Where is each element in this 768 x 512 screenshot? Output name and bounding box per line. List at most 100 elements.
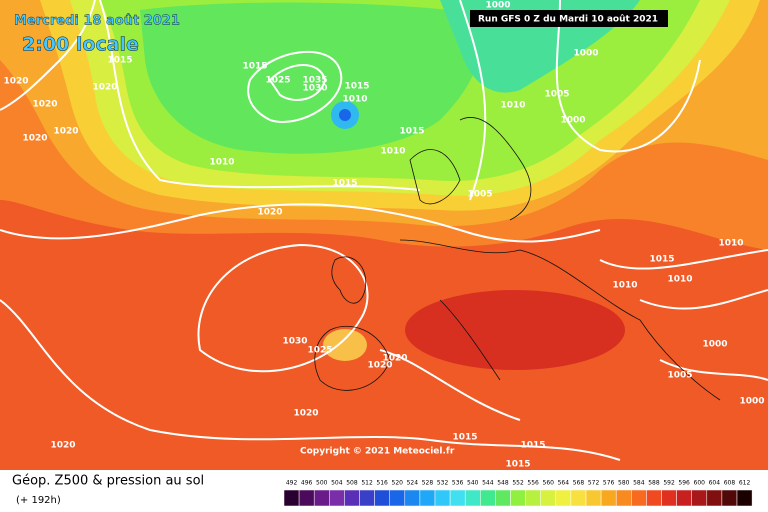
scale-label: 532 <box>437 480 449 487</box>
scale-swatch <box>313 489 330 507</box>
scale-swatch <box>615 489 632 507</box>
scale-swatch <box>525 489 541 507</box>
isobars <box>0 0 768 461</box>
scale-label: 496 <box>301 480 313 487</box>
scale-swatch <box>631 489 647 507</box>
scale-label: 560 <box>543 480 555 487</box>
scale-swatch <box>646 489 662 507</box>
isobar-label: 1015 <box>649 255 674 265</box>
isobar-label: 1020 <box>382 354 407 364</box>
scale-label: 600 <box>694 480 706 487</box>
footer-title: Géop. Z500 & pression au sol <box>12 474 204 489</box>
scale-label: 564 <box>558 480 570 487</box>
isobar-label: 1020 <box>257 208 282 218</box>
scale-swatch <box>495 489 511 507</box>
isobar-label: 1015 <box>107 56 132 66</box>
scale-swatch <box>585 489 602 507</box>
isobar-label: 1010 <box>667 275 692 285</box>
isobar-label: 1015 <box>452 433 477 443</box>
isobar-label: 1020 <box>32 100 57 110</box>
isobar-label: 1020 <box>50 441 75 451</box>
isobar-label: 1010 <box>380 147 405 157</box>
scale-swatch <box>449 489 466 507</box>
isobar-label: 1015 <box>332 179 357 189</box>
scale-swatch <box>359 489 375 507</box>
footer-lead: (+ 192h) <box>16 495 61 506</box>
isobar-label: 1015 <box>505 460 530 470</box>
scale-swatch <box>600 489 617 507</box>
scale-swatch <box>676 489 692 507</box>
isobar-label: 1010 <box>342 95 367 105</box>
scale-swatch <box>419 489 436 507</box>
header: Mercredi 18 août 2021 2:00 locale Run GF… <box>14 10 668 457</box>
isobar-label: 1025 <box>307 346 332 356</box>
isobar-label: 1015 <box>344 82 369 92</box>
scale-label: 520 <box>392 480 404 487</box>
scale-label: 524 <box>407 480 419 487</box>
run-info: Run GFS 0 Z du Mardi 10 août 2021 <box>478 15 658 25</box>
scale-swatch <box>283 489 300 507</box>
isobar-label: 1010 <box>500 101 525 111</box>
isobar-label: 1000 <box>573 49 598 59</box>
scale-swatch <box>661 489 677 507</box>
scale-label: 552 <box>512 480 524 487</box>
scale-label: 512 <box>361 480 373 487</box>
isobar-label: 1020 <box>3 77 28 87</box>
scale-label: 572 <box>588 480 600 487</box>
scale-label: 556 <box>527 480 539 487</box>
scale-label: 528 <box>422 480 434 487</box>
isobar-label: 1025 <box>265 76 290 86</box>
isobar-label: 1030 <box>302 84 327 94</box>
isobar-label: 1005 <box>544 90 569 100</box>
run-box <box>470 10 668 27</box>
isobar-label: 1000 <box>485 1 510 11</box>
scale-swatch <box>480 489 496 507</box>
scale-label: 540 <box>467 480 479 487</box>
isobar-label: 1020 <box>22 134 47 144</box>
scale-label: 584 <box>633 480 645 487</box>
isobar-label: 1015 <box>399 127 424 137</box>
scale-label: 592 <box>663 480 675 487</box>
scale-label: 576 <box>603 480 615 487</box>
scale-swatch <box>404 489 421 507</box>
isobar-label: 1020 <box>293 409 318 419</box>
scale-swatch <box>736 489 753 507</box>
scale-label: 604 <box>709 480 721 487</box>
scale-label: 568 <box>573 480 585 487</box>
scale-swatch <box>329 489 345 507</box>
isobar-label: 1000 <box>739 397 764 407</box>
isobar-label: 1005 <box>667 371 692 381</box>
footer: Géop. Z500 & pression au sol (+ 192h) 49… <box>12 474 753 507</box>
isobar-label: 1015 <box>242 62 267 72</box>
isobar-label: 1035 <box>302 76 327 86</box>
isobar-label: 1020 <box>367 361 392 371</box>
scale-swatch <box>706 489 723 507</box>
scale-swatch <box>721 489 738 507</box>
scale-swatch <box>344 489 360 507</box>
scale-label: 608 <box>724 480 736 487</box>
forecast-date: Mercredi 18 août 2021 <box>14 14 180 29</box>
scale-swatch <box>374 489 390 507</box>
isobar-label: 1030 <box>282 337 307 347</box>
band <box>140 2 480 154</box>
scale-swatch <box>510 489 526 507</box>
isobar-label: 1010 <box>612 281 637 291</box>
scale-label: 544 <box>482 480 494 487</box>
high-core <box>323 329 367 361</box>
isobar-label: 1000 <box>560 116 585 126</box>
coastlines <box>314 117 721 401</box>
isobar-label: 1000 <box>702 340 727 350</box>
scale-swatch <box>464 489 481 507</box>
scale-label: 492 <box>286 480 298 487</box>
scale-label: 508 <box>346 480 358 487</box>
scale-swatch <box>389 489 406 507</box>
isobar-label: 1020 <box>53 127 78 137</box>
scale-swatch <box>434 489 451 507</box>
scale-label: 612 <box>739 480 751 487</box>
scale-label: 548 <box>497 480 509 487</box>
scale-label: 504 <box>331 480 343 487</box>
scale-label: 536 <box>452 480 464 487</box>
